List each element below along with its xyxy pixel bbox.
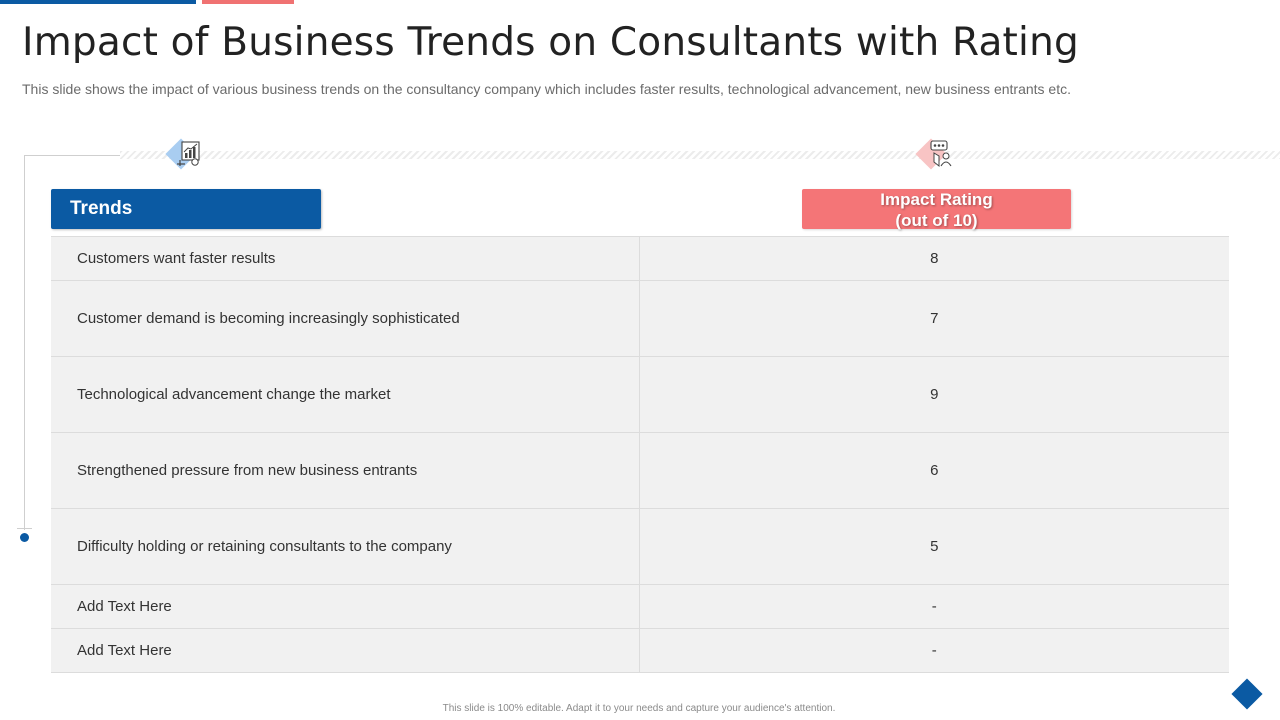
table-row: Customers want faster results 8 (51, 236, 1229, 281)
trend-cell: Customer demand is becoming increasingly… (51, 280, 640, 357)
hatched-divider (120, 151, 1280, 159)
trend-cell: Technological advancement change the mar… (51, 356, 640, 433)
trends-table: Customers want faster results 8 Customer… (51, 236, 1229, 673)
table-row: Add Text Here - (51, 584, 1229, 629)
timeline-vertical-line (24, 155, 25, 530)
rating-cell: - (639, 628, 1229, 673)
chart-presentation-icon (165, 137, 202, 171)
timeline-horizontal-line (24, 155, 120, 156)
timeline-end-dot (20, 533, 29, 542)
timeline-end-cap (17, 528, 32, 529)
header-impact-rating-line1: Impact Rating (880, 190, 993, 209)
rating-cell: 5 (639, 508, 1229, 585)
header-impact-rating: Impact Rating (out of 10) (802, 189, 1071, 230)
rating-cell: 8 (639, 236, 1229, 281)
customer-feedback-icon (915, 137, 952, 171)
trend-cell: Add Text Here (51, 628, 640, 673)
rating-cell: - (639, 584, 1229, 629)
trend-cell: Add Text Here (51, 584, 640, 629)
trend-cell: Difficulty holding or retaining consulta… (51, 508, 640, 585)
table-row: Strengthened pressure from new business … (51, 432, 1229, 509)
page-title: Impact of Business Trends on Consultants… (22, 20, 1079, 65)
page-subtitle: This slide shows the impact of various b… (22, 81, 1071, 97)
footer-note: This slide is 100% editable. Adapt it to… (442, 703, 836, 714)
table-row: Customer demand is becoming increasingly… (51, 280, 1229, 357)
table-row: Difficulty holding or retaining consulta… (51, 508, 1229, 585)
trend-cell: Strengthened pressure from new business … (51, 432, 640, 509)
table-row: Add Text Here - (51, 628, 1229, 673)
header-impact-rating-line2: (out of 10) (895, 211, 978, 230)
rating-cell: 9 (639, 356, 1229, 433)
top-accent-bar-blue (0, 0, 196, 4)
trend-cell: Customers want faster results (51, 236, 640, 281)
rating-cell: 7 (639, 280, 1229, 357)
header-trends: Trends (51, 189, 321, 229)
rating-cell: 6 (639, 432, 1229, 509)
top-accent-bar-pink (202, 0, 294, 4)
table-row: Technological advancement change the mar… (51, 356, 1229, 433)
